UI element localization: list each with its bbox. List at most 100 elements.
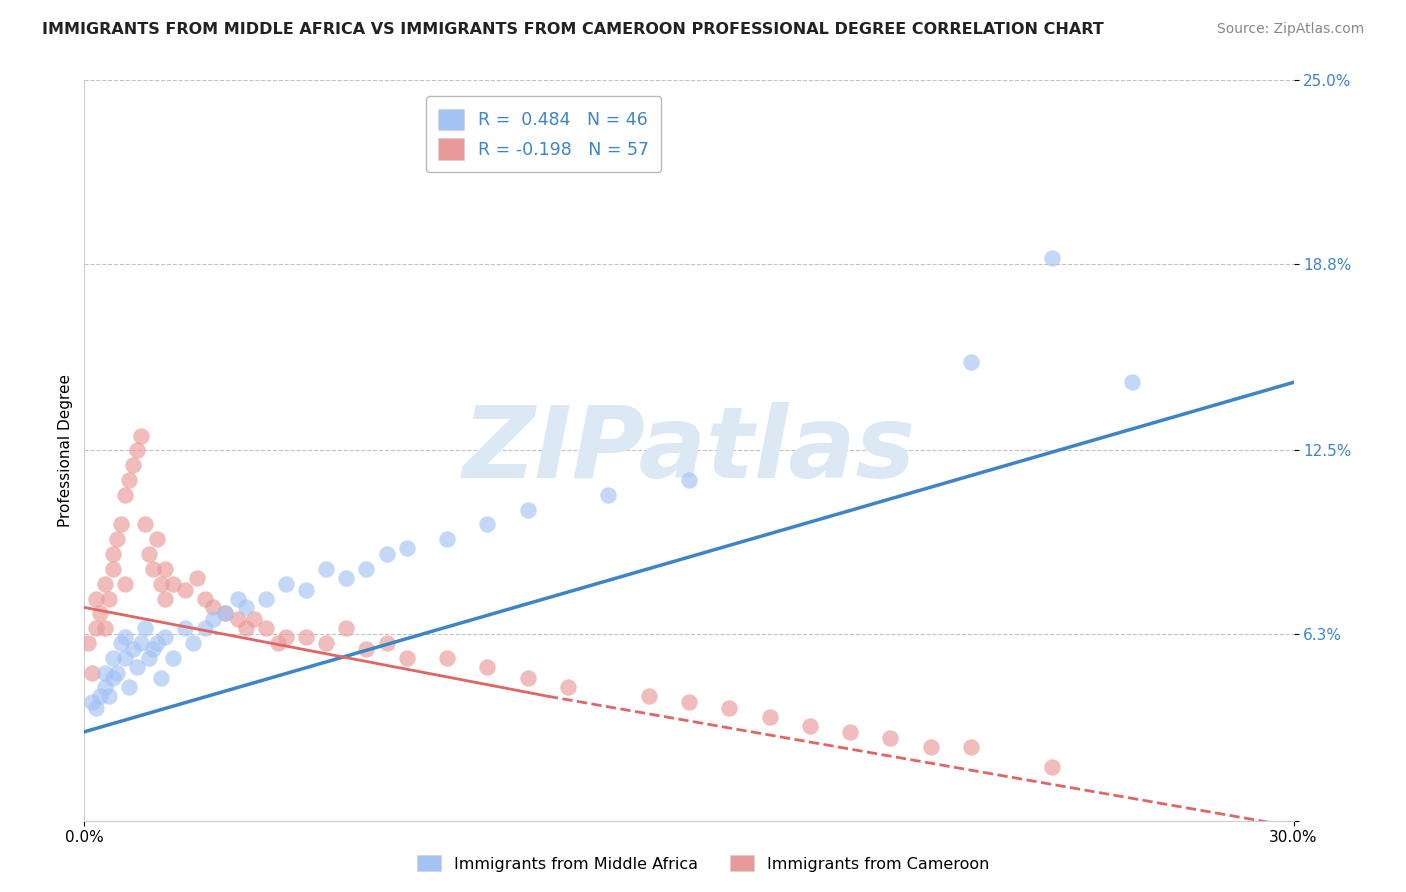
Point (214, 607, 236, 621)
Point (101, 672, 124, 686)
Y-axis label: Professional Degree: Professional Degree (58, 374, 73, 527)
Text: Source: ZipAtlas.com: Source: ZipAtlas.com (1216, 22, 1364, 37)
Point (162, 576, 184, 591)
Point (226, 591, 249, 606)
Point (202, 600, 225, 615)
Point (149, 576, 172, 591)
Point (129, 636, 152, 650)
Point (121, 458, 143, 473)
Point (960, 354, 983, 368)
Point (93, 681, 115, 695)
Point (202, 612, 225, 626)
Text: IMMIGRANTS FROM MIDDLE AFRICA VS IMMIGRANTS FROM CAMEROON PROFESSIONAL DEGREE CO: IMMIGRANTS FROM MIDDLE AFRICA VS IMMIGRA… (42, 22, 1104, 37)
Point (114, 650, 136, 665)
Point (1121, 376, 1143, 390)
Point (214, 607, 236, 621)
Point (960, 739, 983, 754)
Point (125, 659, 148, 673)
Point (121, 641, 143, 656)
Point (920, 739, 942, 754)
Point (118, 473, 141, 487)
Point (477, 517, 499, 532)
Point (129, 428, 152, 442)
Point (254, 621, 277, 635)
Point (375, 636, 398, 650)
Point (758, 710, 780, 724)
Point (315, 562, 337, 576)
Point (114, 630, 136, 644)
Point (395, 650, 418, 665)
Point (118, 681, 141, 695)
Point (149, 672, 172, 686)
Point (356, 641, 378, 656)
Point (194, 591, 217, 606)
Point (1040, 251, 1063, 265)
Point (477, 659, 499, 673)
Point (356, 562, 378, 576)
Point (101, 562, 124, 576)
Point (295, 630, 318, 644)
Point (97, 690, 120, 704)
Point (105, 533, 128, 547)
Point (125, 443, 148, 458)
Point (799, 719, 821, 733)
Point (226, 612, 249, 626)
Point (274, 630, 297, 644)
Point (110, 636, 132, 650)
Point (242, 612, 264, 626)
Point (839, 724, 862, 739)
Point (93, 665, 115, 680)
Point (375, 547, 398, 561)
Point (335, 621, 357, 635)
Point (142, 562, 165, 576)
Point (146, 533, 169, 547)
Point (678, 473, 700, 487)
Point (557, 681, 579, 695)
Point (879, 731, 901, 745)
Text: ZIPatlas: ZIPatlas (463, 402, 915, 499)
Point (89, 690, 111, 704)
Point (174, 621, 197, 635)
Point (138, 547, 160, 561)
Point (718, 701, 741, 715)
Point (89, 607, 111, 621)
Point (1040, 760, 1063, 774)
Point (598, 488, 620, 502)
Point (516, 502, 538, 516)
Point (295, 582, 318, 597)
Point (82, 665, 104, 680)
Point (93, 576, 115, 591)
Point (335, 571, 357, 585)
Point (637, 690, 659, 704)
Point (93, 621, 115, 635)
Point (134, 621, 156, 635)
Point (114, 488, 136, 502)
Point (181, 636, 204, 650)
Point (97, 591, 120, 606)
Point (153, 562, 176, 576)
Point (315, 636, 337, 650)
Point (114, 576, 136, 591)
Point (153, 591, 176, 606)
Point (194, 621, 217, 635)
Point (516, 672, 538, 686)
Point (254, 591, 277, 606)
Point (274, 576, 297, 591)
Point (174, 582, 197, 597)
Point (267, 636, 290, 650)
Point (86, 701, 108, 715)
Point (395, 541, 418, 556)
Point (142, 641, 165, 656)
Point (101, 650, 124, 665)
Point (138, 650, 160, 665)
Point (82, 695, 104, 709)
Point (101, 547, 124, 561)
Point (235, 621, 257, 635)
Point (110, 517, 132, 532)
Legend: Immigrants from Middle Africa, Immigrants from Cameroon: Immigrants from Middle Africa, Immigrant… (409, 847, 997, 880)
Point (86, 621, 108, 635)
Point (153, 630, 176, 644)
Point (146, 636, 169, 650)
Point (86, 591, 108, 606)
Point (105, 665, 128, 680)
